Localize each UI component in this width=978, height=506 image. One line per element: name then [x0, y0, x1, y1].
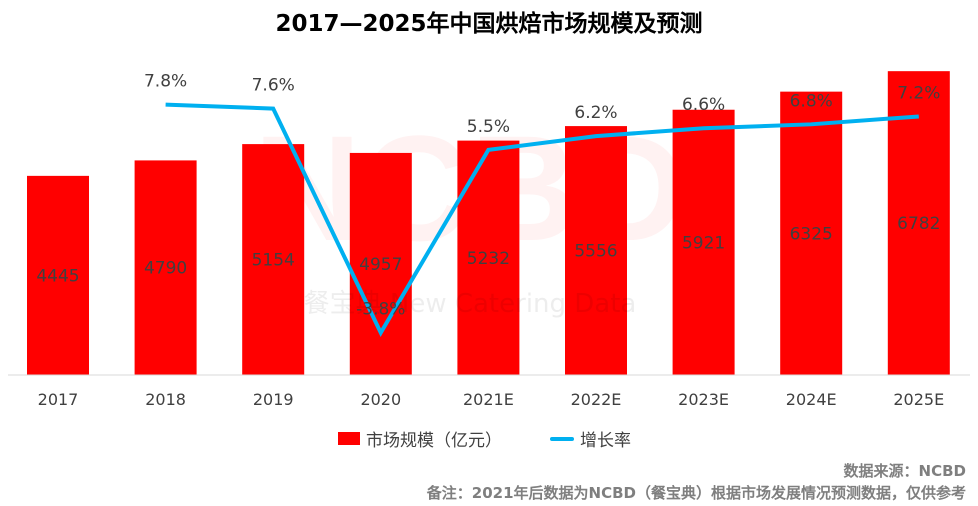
legend-line-swatch — [550, 436, 574, 441]
bar-value-label: 4790 — [144, 259, 187, 279]
legend-line-label: 增长率 — [580, 431, 631, 451]
line-value-label: 6.6% — [682, 95, 725, 115]
bar — [27, 175, 89, 375]
bar — [672, 109, 735, 375]
line-value-label: 7.2% — [897, 83, 940, 103]
line-value-label: 5.5% — [467, 117, 510, 137]
bar — [780, 91, 843, 375]
x-tick-label: 2017 — [38, 390, 79, 409]
data-source: 数据来源：NCBD — [843, 462, 966, 480]
growth-line — [165, 102, 919, 337]
legend-bar-label: 市场规模（亿元） — [366, 431, 502, 451]
x-tick-label: 2020 — [360, 390, 401, 409]
x-tick-label: 2019 — [253, 390, 294, 409]
line-value-label: 6.8% — [790, 91, 833, 111]
watermark-text: 餐宝典 New Catering Data — [304, 289, 637, 319]
chart-plot: NCBD444547905154495752325556592163256782… — [8, 71, 970, 409]
x-tick-label: 2022E — [571, 390, 622, 409]
line-value-label: -3.8% — [356, 300, 405, 320]
chart-title: 2017—2025年中国烘焙市场规模及预测 — [275, 11, 703, 37]
bar-value-label: 4957 — [359, 255, 402, 275]
x-tick-label: 2024E — [786, 390, 837, 409]
footnote: 备注：2021年后数据为NCBD（餐宝典）根据市场发展情况预测数据，仅供参考 — [426, 484, 966, 502]
bar-value-label: 5556 — [574, 242, 617, 262]
bar-value-label: 5232 — [467, 249, 510, 269]
bar-value-label: 6325 — [790, 224, 833, 244]
bar-value-label: 6782 — [897, 214, 940, 234]
x-tick-label: 2025E — [893, 390, 944, 409]
x-tick-label: 2023E — [678, 390, 729, 409]
bar — [134, 160, 197, 375]
bar-value-label: 5921 — [682, 233, 725, 253]
line-value-label: 6.2% — [574, 103, 617, 123]
bar-value-label: 4445 — [36, 266, 79, 286]
bar — [887, 71, 950, 376]
bar-value-label: 5154 — [252, 251, 295, 271]
line-value-label: 7.6% — [252, 76, 295, 96]
legend-bar-swatch — [338, 432, 360, 445]
line-value-label: 7.8% — [144, 72, 187, 92]
x-tick-label: 2021E — [463, 390, 514, 409]
bar — [565, 126, 627, 375]
legend: 市场规模（亿元） 增长率 — [338, 426, 631, 451]
bar — [242, 144, 305, 375]
bar — [349, 152, 412, 375]
x-tick-label: 2018 — [145, 390, 186, 409]
bar — [457, 140, 520, 375]
